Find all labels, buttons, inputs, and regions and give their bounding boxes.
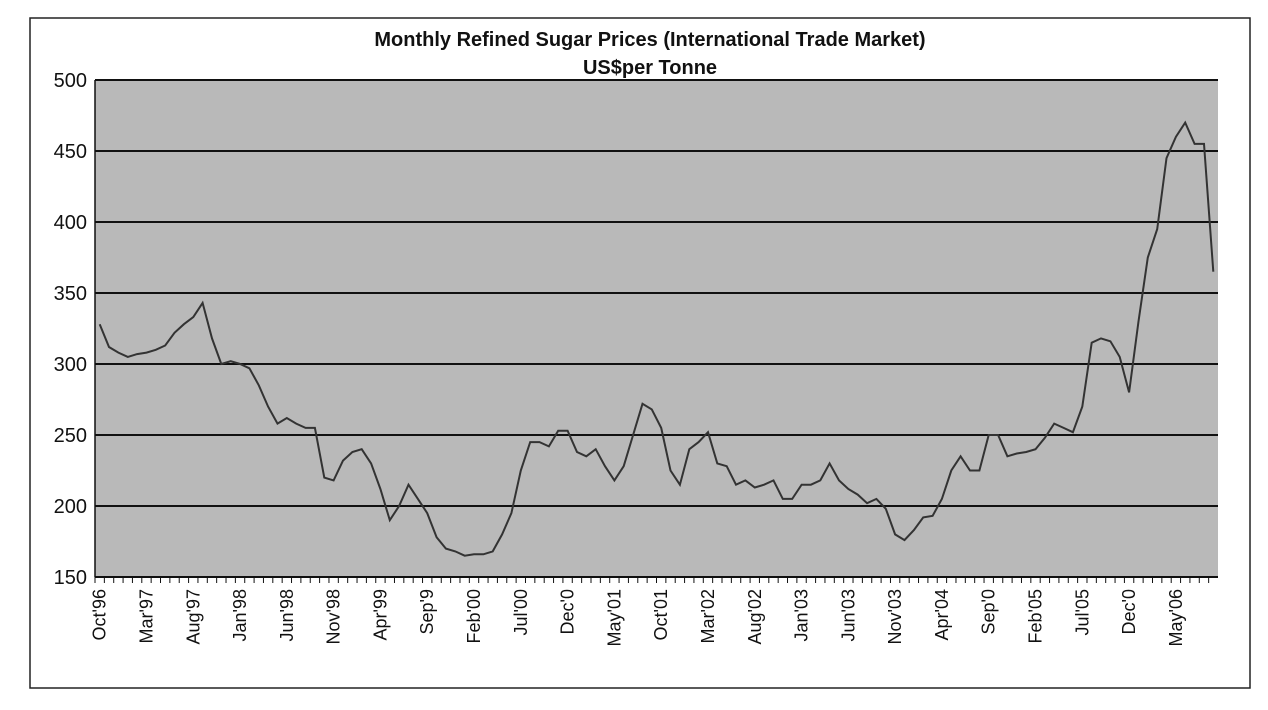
x-tick-label: Aug'97 <box>183 589 203 645</box>
x-tick-label: Jul'00 <box>511 589 531 635</box>
x-tick-label: Oct'96 <box>90 589 110 640</box>
x-tick-label: Sep'9 <box>417 589 437 634</box>
x-tick-label: Nov'98 <box>324 589 344 644</box>
x-tick-label: Dec'0 <box>1119 589 1139 634</box>
y-tick-label: 200 <box>54 496 87 518</box>
x-tick-label: Jun'03 <box>838 589 858 641</box>
x-tick-label: Jan'03 <box>792 589 812 641</box>
x-tick-label: Aug'02 <box>745 589 765 645</box>
x-tick-label: Apr'99 <box>370 589 390 640</box>
y-tick-label: 500 <box>54 70 87 92</box>
y-tick-label: 300 <box>54 354 87 376</box>
y-tick-label: 400 <box>54 212 87 234</box>
x-tick-label: Oct'01 <box>651 589 671 640</box>
x-tick-label: Dec'0 <box>558 589 578 634</box>
x-tick-label: Nov'03 <box>885 589 905 644</box>
x-tick-label: Feb'00 <box>464 589 484 643</box>
x-tick-label: May'06 <box>1166 589 1186 646</box>
chart-title: Monthly Refined Sugar Prices (Internatio… <box>374 29 925 51</box>
plot-area <box>95 80 1218 577</box>
y-tick-label: 150 <box>54 567 87 589</box>
chart-subtitle: US$per Tonne <box>583 57 717 79</box>
y-tick-label: 250 <box>54 425 87 447</box>
x-tick-label: Sep'0 <box>979 589 999 634</box>
price-line <box>98 120 1215 557</box>
x-tick-label: Feb'05 <box>1026 589 1046 643</box>
x-tick-label: May'01 <box>604 589 624 646</box>
x-tick-label: Jun'98 <box>277 589 297 641</box>
x-tick-label: Mar'02 <box>698 589 718 643</box>
y-tick-label: 350 <box>54 283 87 305</box>
x-tick-label: Mar'97 <box>136 589 156 643</box>
x-tick-label: Jul'05 <box>1072 589 1092 635</box>
x-tick-label: Apr'04 <box>932 589 952 640</box>
y-tick-label: 450 <box>54 141 87 163</box>
x-tick-label: Jan'98 <box>230 589 250 641</box>
